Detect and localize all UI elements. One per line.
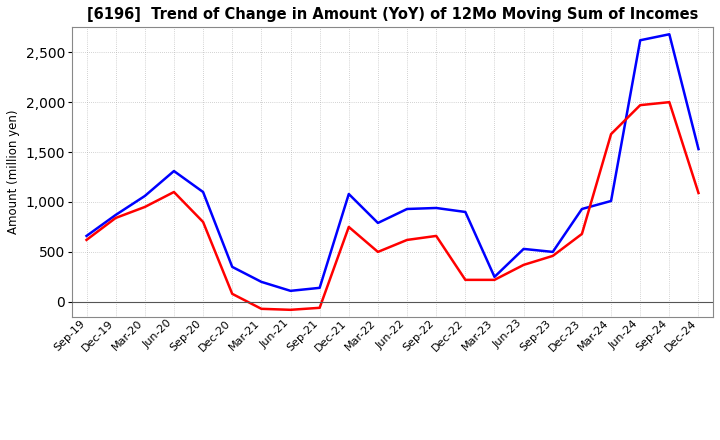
Net Income <box>665 99 674 105</box>
Net Income <box>694 191 703 196</box>
Ordinary Income <box>607 198 616 204</box>
Ordinary Income <box>694 147 703 152</box>
Net Income <box>519 262 528 268</box>
Net Income <box>199 219 207 224</box>
Ordinary Income <box>374 220 382 226</box>
Y-axis label: Amount (million yen): Amount (million yen) <box>7 110 20 234</box>
Net Income <box>402 237 411 242</box>
Ordinary Income <box>82 233 91 238</box>
Ordinary Income <box>549 249 557 255</box>
Net Income <box>112 215 120 220</box>
Net Income <box>461 277 469 282</box>
Title: [6196]  Trend of Change in Amount (YoY) of 12Mo Moving Sum of Incomes: [6196] Trend of Change in Amount (YoY) o… <box>87 7 698 22</box>
Ordinary Income <box>315 285 324 290</box>
Line: Ordinary Income: Ordinary Income <box>86 34 698 291</box>
Net Income <box>490 277 499 282</box>
Net Income <box>549 253 557 259</box>
Ordinary Income <box>519 246 528 252</box>
Net Income <box>432 233 441 238</box>
Net Income <box>344 224 353 230</box>
Ordinary Income <box>490 274 499 279</box>
Net Income <box>636 103 644 108</box>
Ordinary Income <box>257 279 266 285</box>
Ordinary Income <box>140 193 149 198</box>
Net Income <box>140 204 149 209</box>
Ordinary Income <box>636 37 644 43</box>
Net Income <box>170 189 179 194</box>
Ordinary Income <box>577 206 586 212</box>
Net Income <box>257 306 266 312</box>
Line: Net Income: Net Income <box>86 102 698 310</box>
Ordinary Income <box>461 209 469 215</box>
Net Income <box>577 231 586 237</box>
Net Income <box>374 249 382 255</box>
Net Income <box>607 132 616 137</box>
Ordinary Income <box>170 169 179 174</box>
Net Income <box>315 305 324 311</box>
Ordinary Income <box>344 191 353 197</box>
Ordinary Income <box>402 206 411 212</box>
Ordinary Income <box>665 32 674 37</box>
Ordinary Income <box>286 288 294 293</box>
Ordinary Income <box>112 213 120 218</box>
Ordinary Income <box>432 205 441 211</box>
Ordinary Income <box>199 189 207 194</box>
Ordinary Income <box>228 264 237 270</box>
Net Income <box>82 237 91 242</box>
Net Income <box>286 307 294 312</box>
Net Income <box>228 291 237 297</box>
